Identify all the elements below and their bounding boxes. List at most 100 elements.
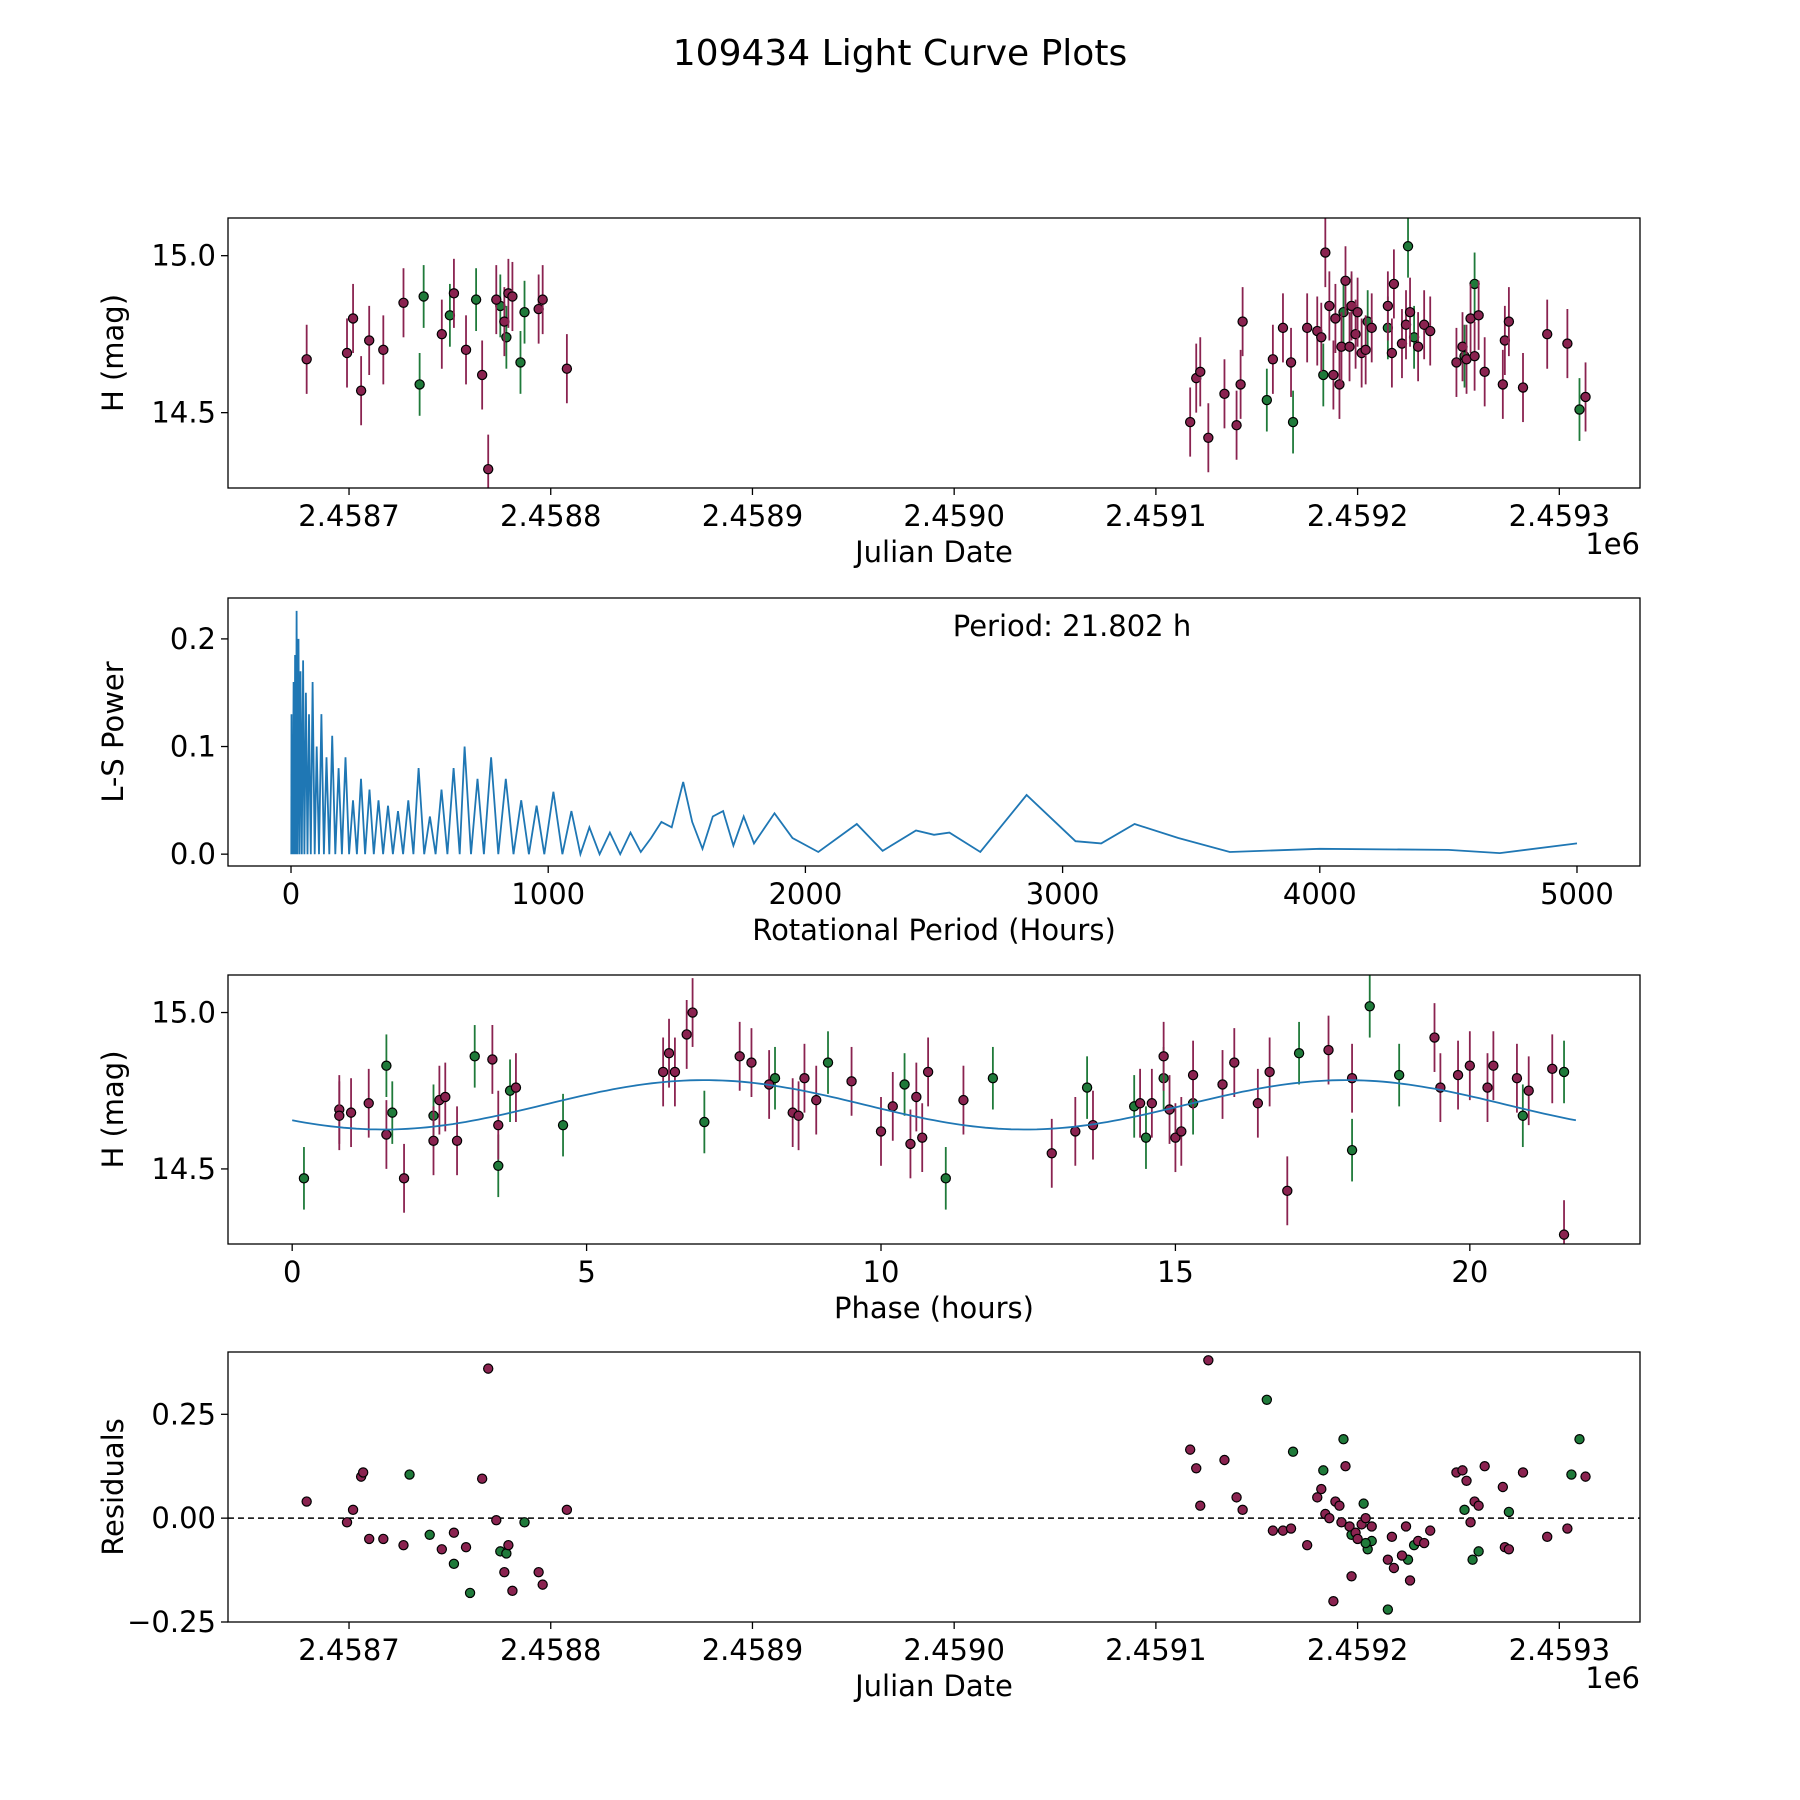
data-point <box>1352 1533 1363 1545</box>
data-point <box>501 1548 512 1559</box>
data-point <box>1503 316 1515 327</box>
x-offset-label: 1e6 <box>1585 527 1640 561</box>
residuals-panel: 2.4587 2.4588 2.4589 2.4590 2.4591 2.4592 2.45… <box>96 1351 1641 1703</box>
data-point <box>1360 1537 1371 1549</box>
data-point <box>669 1066 681 1078</box>
data-point <box>1344 341 1355 352</box>
data-point <box>905 1138 916 1150</box>
data-point <box>1388 278 1400 290</box>
data-point <box>1523 1085 1534 1096</box>
data-point <box>398 297 409 308</box>
data-point <box>357 1467 369 1478</box>
data-point <box>1184 416 1196 428</box>
data-point <box>793 1110 804 1121</box>
data-point <box>507 291 518 302</box>
data-point <box>1330 313 1341 324</box>
data-point <box>1301 322 1313 334</box>
data-point <box>487 1054 498 1065</box>
data-point <box>1252 1098 1264 1109</box>
data-point <box>1158 1051 1169 1062</box>
data-point <box>1467 1554 1478 1565</box>
y-axis-label: L-S Power <box>96 661 130 802</box>
period-annotation: Period: 21.802 h <box>953 609 1192 643</box>
data-point <box>1282 1185 1293 1197</box>
data-point <box>1229 1057 1240 1068</box>
x-tick-label: 2.4590 <box>903 499 1004 533</box>
y-tick-label: 15.0 <box>151 239 216 273</box>
data-point <box>1503 1544 1515 1555</box>
data-point <box>1382 300 1394 312</box>
data-point <box>448 1527 460 1538</box>
data-point <box>418 291 429 302</box>
x-tick-label: 2.4588 <box>500 499 601 533</box>
x-tick-label: 2.4592 <box>1307 1633 1408 1667</box>
data-point <box>846 1076 857 1087</box>
x-tick-label: 2.4590 <box>903 1633 1004 1667</box>
data-point <box>1336 1517 1347 1528</box>
y-axis-label: H (mag) <box>96 294 130 412</box>
data-point <box>493 1160 504 1172</box>
data-point <box>1479 1461 1490 1472</box>
data-point <box>1473 1500 1484 1511</box>
data-point <box>1191 1463 1202 1474</box>
data-point <box>1267 1525 1279 1536</box>
data-point <box>1328 369 1339 381</box>
data-point <box>469 1051 480 1062</box>
x-tick-label: 2.4587 <box>298 1633 399 1667</box>
data-point <box>1451 357 1462 368</box>
data-point <box>1217 1079 1228 1090</box>
data-point <box>533 1566 544 1578</box>
data-point <box>1497 379 1509 390</box>
data-point <box>1346 1073 1358 1084</box>
data-point <box>1562 1523 1573 1534</box>
data-point <box>1203 432 1214 443</box>
data-point <box>875 1126 887 1137</box>
data-point <box>922 1066 934 1078</box>
data-point <box>561 1504 573 1516</box>
data-point <box>355 385 367 396</box>
data-point <box>940 1173 951 1184</box>
data-point <box>414 379 425 390</box>
data-point <box>1542 1531 1553 1543</box>
data-point <box>899 1079 910 1090</box>
data-point <box>515 357 526 368</box>
x-tick-label: 5 <box>577 1255 595 1289</box>
data-point <box>1235 379 1246 390</box>
data-point <box>1324 1512 1335 1524</box>
data-point <box>1386 1531 1398 1543</box>
model-curve <box>292 1079 1577 1131</box>
data-point <box>663 1047 675 1059</box>
x-tick-label: 2000 <box>768 877 842 911</box>
data-point <box>1360 1512 1371 1524</box>
data-point <box>799 1073 810 1084</box>
data-point <box>1231 420 1242 431</box>
data-point <box>1320 247 1331 258</box>
periodogram-panel: 0 1000 2000 3000 4000 5000 0.0 0.1 0.2 Rotational… <box>96 597 1641 947</box>
data-point <box>1488 1060 1499 1071</box>
data-point <box>1580 1471 1591 1482</box>
x-axis-label: Rotational Period (Hours) <box>752 913 1116 947</box>
data-point <box>1301 1539 1313 1551</box>
y-tick-label: 14.5 <box>151 396 216 430</box>
data-point <box>1452 1069 1464 1081</box>
data-point <box>1261 1394 1273 1405</box>
data-point <box>1580 391 1591 403</box>
data-point <box>1285 357 1297 368</box>
data-point <box>1358 1498 1369 1509</box>
data-point <box>746 1057 757 1068</box>
data-point <box>1176 1126 1187 1137</box>
data-point <box>1473 310 1484 321</box>
data-point <box>1558 1066 1570 1078</box>
data-point <box>499 1566 510 1578</box>
data-point <box>1386 347 1398 359</box>
data-point <box>364 1533 375 1545</box>
data-point <box>1425 325 1436 337</box>
data-point <box>1323 1044 1334 1056</box>
data-point <box>1231 1492 1242 1503</box>
data-point <box>491 294 502 305</box>
data-point <box>1344 1521 1355 1532</box>
x-tick-label: 15 <box>1157 1255 1194 1289</box>
data-point <box>1393 1069 1405 1081</box>
data-point <box>519 306 530 318</box>
